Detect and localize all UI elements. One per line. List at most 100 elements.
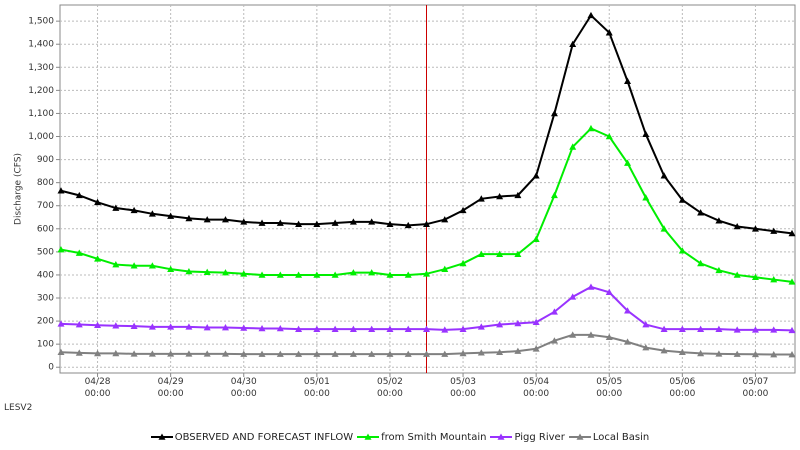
y-tick-label: 1,200 [28,86,54,96]
point-marker [751,273,759,281]
legend-item: Pigg River [488,431,565,443]
point-marker [678,325,686,332]
point-marker [203,350,211,357]
point-marker [733,271,741,278]
point-marker [496,348,504,356]
legend-icon [357,433,380,440]
point-marker [349,325,357,332]
legend-marker [576,433,584,440]
point-marker [404,325,412,332]
point-marker [240,324,248,331]
y-tick-label: 1,100 [28,109,54,119]
legend-item: Local Basin [567,431,649,443]
point-marker [697,259,705,267]
point-marker [733,222,741,230]
legend-item: from Smith Mountain [355,431,486,443]
point-marker [642,344,650,351]
point-marker [587,124,595,132]
point-marker [94,349,102,357]
y-tick-label: 600 [37,224,54,234]
point-marker [514,191,522,199]
point-marker [423,220,430,227]
point-marker [441,350,449,357]
point-marker [587,331,595,338]
point-marker [423,350,430,357]
point-marker [605,133,613,140]
point-marker [751,350,759,358]
point-marker [423,270,430,277]
y-tick-label: 1,500 [28,17,54,27]
point-marker [148,210,156,217]
point-marker [587,11,595,19]
point-marker [441,216,449,223]
legend-label: Local Basin [592,431,650,443]
point-marker [715,325,723,332]
point-marker [624,307,632,314]
point-marker [185,323,193,330]
legend-icon [568,433,591,440]
point-marker [751,225,759,232]
point-marker [642,194,650,201]
point-marker [441,326,449,333]
point-marker [532,235,540,242]
point-marker [203,324,211,331]
point-marker [514,250,522,257]
x-tick-label: 04/29 00:00 [157,377,184,399]
point-marker [331,219,339,226]
legend-icon [150,433,173,440]
legend-label: OBSERVED AND FORECAST INFLOW [174,431,354,443]
point-marker [605,29,613,36]
point-marker [148,323,156,330]
point-marker [57,320,65,327]
point-marker [496,250,504,257]
point-marker [550,191,558,199]
point-marker [624,159,632,166]
x-tick-label: 05/02 00:00 [376,377,403,399]
legend-marker [158,433,166,440]
point-marker [733,326,741,333]
point-marker [313,271,321,278]
point-marker [167,323,175,330]
point-marker [221,350,229,357]
point-marker [751,326,759,333]
point-marker [770,326,778,333]
point-marker [642,130,650,138]
point-marker [148,350,156,357]
point-marker [112,204,120,211]
point-marker [386,350,394,357]
point-marker [57,246,65,253]
point-marker [167,350,175,357]
point-marker [57,187,65,194]
point-marker [788,351,796,358]
point-marker [678,247,686,254]
point-marker [550,109,558,117]
point-marker [295,271,303,278]
point-marker [221,269,229,276]
y-tick-label: 1,400 [28,40,54,50]
point-marker [477,349,485,356]
point-marker [112,349,120,357]
point-marker [733,350,741,357]
point-marker [697,349,705,357]
point-marker [130,322,138,329]
point-marker [660,225,668,232]
point-marker [130,262,138,269]
point-marker [75,191,83,199]
x-tick-label: 05/05 00:00 [596,377,623,399]
y-axis-label: Discharge (CFS) [14,153,24,225]
point-marker [148,262,156,269]
point-marker [221,216,229,223]
point-marker [331,271,339,278]
y-tick-label: 500 [37,247,54,257]
point-marker [94,321,102,329]
point-marker [240,350,248,357]
y-tick-label: 800 [37,178,54,188]
point-marker [57,348,65,356]
point-marker [770,351,778,358]
y-tick-label: 1,300 [28,63,54,73]
point-marker [715,350,723,357]
point-marker [386,220,394,227]
point-marker [112,261,120,268]
point-marker [240,218,248,225]
